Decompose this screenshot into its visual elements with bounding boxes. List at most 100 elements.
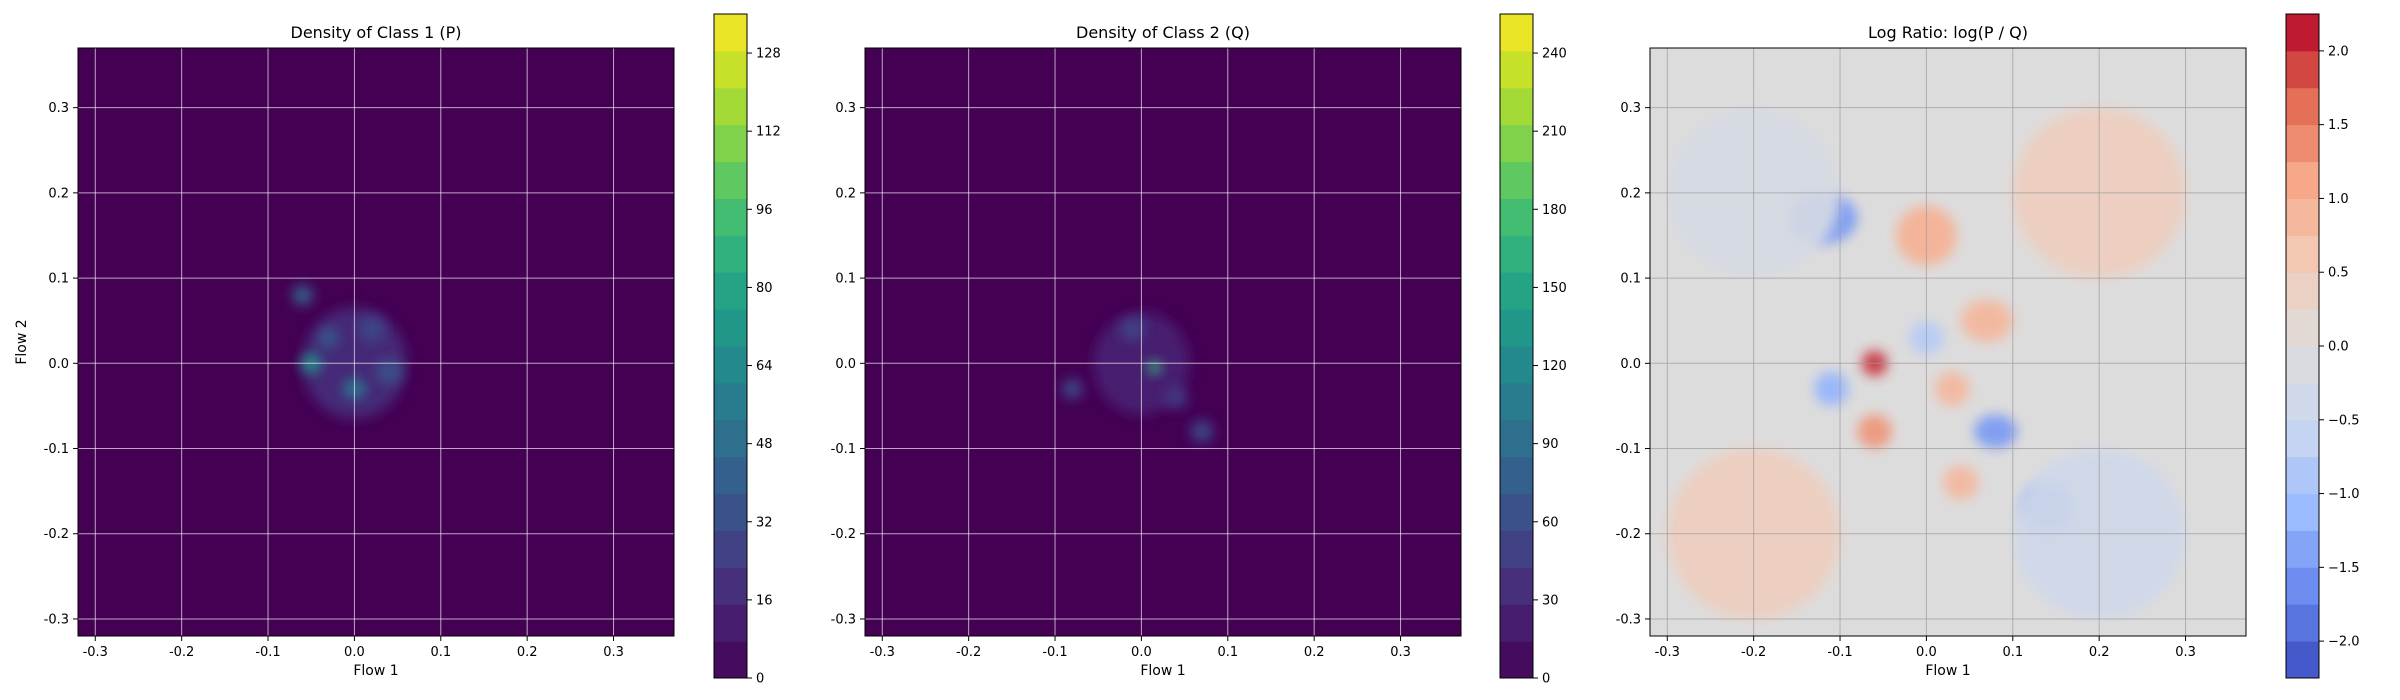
colorbar-level [1500,50,1533,89]
colorbar-level [2286,456,2319,495]
x-tick-label: 0.1 [430,645,451,660]
y-tick-label: 0.2 [1620,186,1641,201]
density-blob-2 [1147,360,1162,375]
density-blob-5 [1960,299,2013,342]
colorbar-tick-label: 16 [756,593,773,608]
y-tick-label: 0.3 [835,101,856,116]
colorbar: 0 30 60 90 120 150 180 210 240 [1499,13,1567,687]
x-tick-label: -0.3 [870,645,895,660]
y-axis-label: Flow 2 [14,319,30,364]
colorbar-tick-label: 210 [1542,125,1567,140]
density-blob-4 [1120,317,1145,342]
x-tick-label: 0.2 [1304,645,1325,660]
colorbar-level [1500,419,1533,458]
colorbar-level [714,456,747,495]
chart-title: Log Ratio: log(P / Q) [1868,23,2028,42]
colorbar-tick-label: −2.0 [2328,635,2360,650]
heatmap-area [1650,48,2246,636]
density-blob-7 [358,316,385,342]
x-tick-label: 0.1 [1217,645,1238,660]
x-tick-label: 0.0 [1916,645,1937,660]
colorbar-tick-label: 96 [756,203,773,218]
colorbar-tick-label: 1.0 [2328,192,2349,207]
x-tick-label: -0.2 [1741,645,1766,660]
density-blob-6 [1973,414,2018,449]
colorbar-level [714,309,747,347]
colorbar-tick-label: 120 [1542,359,1567,374]
density-blob-3 [1061,378,1083,400]
heatmap-area [865,48,1461,636]
x-tick-label: 0.3 [603,645,624,660]
colorbar-level [1500,604,1533,642]
colorbar-level [2286,161,2319,199]
colorbar: −2.0 −1.5 −1.0 −0.5 0.0 0.5 1.0 1.5 2.0 [2285,13,2360,679]
y-tick-label: 0.0 [48,357,69,372]
colorbar-level [2286,382,2319,421]
colorbar-level [2286,14,2319,52]
y-tick-label: -0.3 [44,612,69,627]
colorbar-tick-label: −1.5 [2328,561,2360,576]
density-blob-6 [376,359,402,385]
x-axis-label: Flow 1 [353,663,398,679]
y-tick-label: -0.1 [1616,442,1641,457]
colorbar-level [2286,87,2319,126]
x-tick-label: 0.3 [2175,645,2196,660]
colorbar-tick-label: 0 [756,672,764,687]
chart-title: Density of Class 1 (P) [291,23,462,42]
colorbar-frame [713,13,748,679]
axes-frame [1649,47,2247,637]
colorbar-level [1500,456,1533,495]
y-tick-label: -0.2 [44,527,69,542]
colorbar-level [2286,309,2319,347]
colorbar-level [2286,641,2319,679]
colorbar-level [1500,530,1533,568]
colorbar-level [714,14,747,52]
colorbar-level [714,198,747,236]
y-tick-label: 0.1 [48,272,69,287]
colorbar-level [714,346,747,384]
colorbar-tick-label: −1.0 [2328,487,2360,502]
colorbar-level [714,604,747,642]
colorbar-tick-label: 0 [1542,672,1550,687]
colorbar-level [714,272,747,310]
colorbar-level [714,419,747,458]
y-tick-label: 0.2 [48,186,69,201]
y-tick-label: -0.2 [1616,527,1641,542]
colorbar-level [1500,493,1533,531]
colorbar-tick-label: 112 [756,125,781,140]
colorbar-tick-label: 2.0 [2328,44,2349,59]
colorbar-level [1500,198,1533,236]
colorbar-level [714,235,747,273]
colorbar-level [2286,604,2319,642]
x-tick-label: 0.2 [2089,645,2110,660]
y-tick-label: 0.1 [1620,272,1641,287]
density-blob-5 [318,327,339,348]
colorbar-level [2286,419,2319,458]
colorbar-tick-label: 240 [1542,47,1567,62]
colorbar-level [714,87,747,126]
density-blob-7 [1814,371,1849,406]
axes-frame [77,47,675,637]
colorbar-level [1500,87,1533,126]
colorbar-tick-label: −0.5 [2328,413,2360,428]
colorbar-frame [1499,13,1534,679]
colorbar-tick-label: 128 [756,47,781,62]
x-tick-label: -0.3 [83,645,108,660]
colorbar-tick-label: 0.5 [2328,266,2349,281]
colorbar-tick-label: 1.5 [2328,118,2349,133]
x-tick-label: 0.3 [1390,645,1411,660]
colorbar-level [2286,346,2319,384]
y-tick-label: 0.2 [835,186,856,201]
colorbar-level [1500,14,1533,52]
colorbar-level [2286,493,2319,531]
y-tick-label: -0.3 [831,612,856,627]
x-tick-label: -0.3 [1655,645,1680,660]
colorbar: 0 16 32 48 64 80 96 112 128 [713,13,781,687]
x-tick-label: 0.0 [344,645,365,660]
colorbar-level [2286,530,2319,568]
y-tick-label: -0.3 [1616,612,1641,627]
y-tick-label: 0.0 [835,357,856,372]
panel-3: -0.3 -0.2 -0.1 0.0 0.1 0.2 0.3 -0.3 -0.2 -0.1 0.0 0… [1616,13,2360,679]
colorbar-level [1500,309,1533,347]
